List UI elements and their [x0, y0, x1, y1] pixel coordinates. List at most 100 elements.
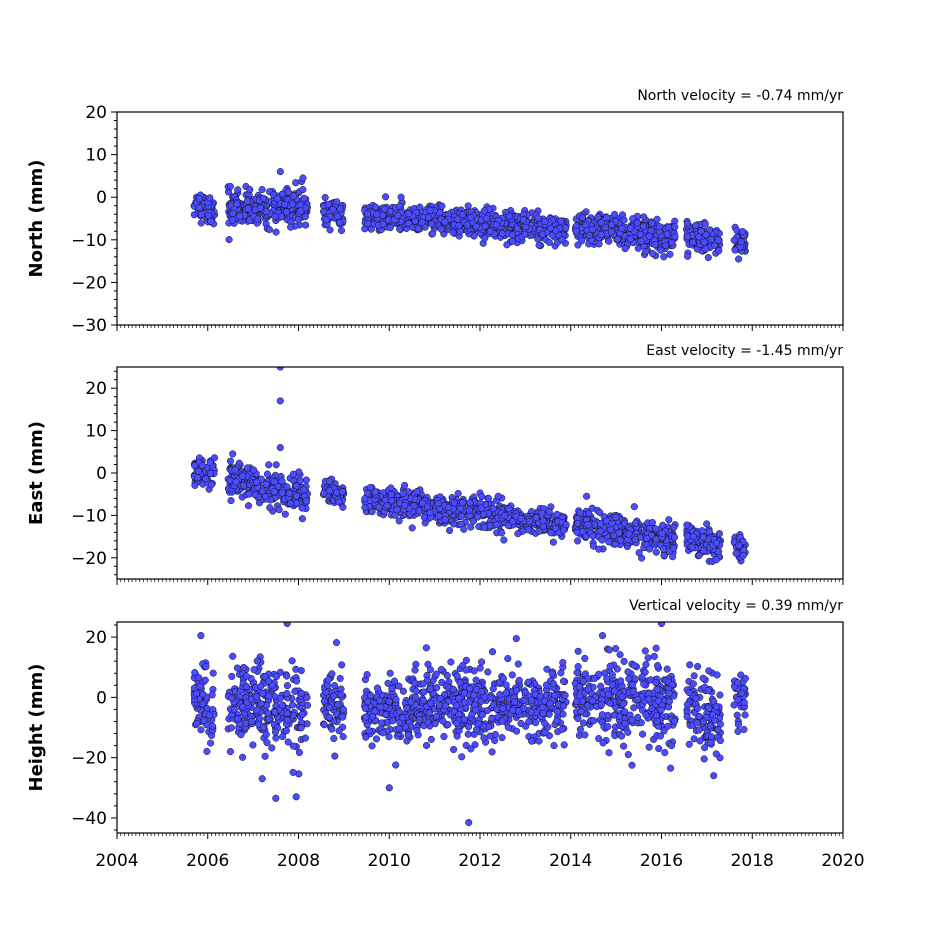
data-point [262, 480, 270, 488]
data-point [608, 221, 616, 229]
data-point [589, 542, 597, 550]
data-point [249, 466, 258, 474]
data-point [534, 214, 542, 222]
data-point [396, 225, 404, 233]
data-point [603, 675, 611, 683]
data-point [626, 224, 634, 232]
data-point [620, 742, 628, 750]
data-point [263, 470, 271, 478]
data-point [595, 240, 603, 248]
data-point [574, 241, 582, 249]
data-point [574, 537, 582, 545]
data-point [302, 476, 310, 484]
data-point [614, 235, 622, 243]
data-point [699, 533, 707, 541]
data-point [579, 719, 588, 727]
data-point [392, 761, 400, 769]
data-point [438, 678, 446, 686]
data-point [320, 697, 328, 705]
data-point [328, 670, 336, 678]
data-point [604, 691, 613, 699]
data-point [268, 744, 276, 752]
y-tick-label: 10 [85, 146, 107, 166]
data-point [575, 683, 583, 691]
data-point [206, 470, 215, 478]
data-point [449, 229, 457, 237]
data-point [595, 545, 603, 553]
data-point [403, 704, 411, 712]
data-point [547, 529, 555, 537]
data-point [467, 745, 475, 753]
data-point [455, 694, 463, 703]
data-point [292, 665, 300, 673]
data-point [498, 529, 506, 537]
data-point [302, 497, 310, 505]
data-point [478, 658, 486, 666]
data-point [597, 701, 606, 709]
data-point [278, 489, 286, 497]
data-point [419, 680, 427, 688]
data-point [478, 493, 486, 501]
data-point [499, 674, 507, 683]
data-point [572, 227, 580, 235]
data-point [649, 250, 657, 258]
data-point [620, 657, 628, 665]
data-point [435, 701, 443, 709]
data-point [411, 666, 419, 674]
data-point [631, 535, 639, 543]
data-point [605, 646, 613, 654]
data-point [325, 703, 334, 712]
data-point [514, 530, 522, 538]
data-point [620, 216, 628, 224]
data-point [616, 651, 624, 659]
data-point [574, 714, 582, 723]
data-point [559, 658, 567, 667]
data-point [296, 201, 304, 209]
data-point [715, 530, 723, 538]
data-point [508, 671, 516, 679]
data-point [265, 715, 273, 723]
data-point [501, 512, 509, 520]
data-point [689, 532, 697, 541]
data-point [368, 508, 376, 516]
data-point [231, 466, 239, 474]
data-point [259, 689, 267, 698]
data-point [596, 508, 604, 516]
data-point [481, 222, 489, 230]
data-point [412, 660, 420, 668]
data-point [285, 489, 293, 497]
data-point [419, 697, 427, 705]
data-point [375, 503, 383, 511]
y-tick-label: 0 [96, 464, 107, 484]
data-point [513, 224, 521, 232]
data-point [460, 715, 468, 723]
data-point [671, 233, 679, 241]
data-point [335, 727, 343, 735]
data-point [385, 698, 393, 706]
data-point [470, 691, 478, 699]
data-point [657, 246, 665, 254]
data-point [399, 714, 407, 722]
data-point [637, 237, 645, 245]
data-point [658, 530, 666, 538]
data-point [611, 540, 619, 548]
data-point [210, 454, 219, 462]
data-point [336, 219, 344, 227]
data-point [539, 517, 547, 525]
data-point [538, 230, 547, 238]
y-tick-label: 20 [85, 103, 107, 123]
y-tick-label: 20 [85, 379, 107, 399]
data-point [393, 506, 401, 514]
data-point [605, 749, 613, 757]
data-point [337, 691, 345, 699]
data-point [437, 665, 445, 674]
velocity-label: North velocity = -0.74 mm/yr [637, 88, 843, 104]
data-point [425, 214, 433, 222]
data-point [377, 719, 386, 727]
data-point [621, 708, 629, 716]
data-point [200, 716, 208, 724]
data-point [458, 512, 466, 520]
data-point [508, 237, 517, 245]
data-point [382, 711, 390, 719]
data-point [685, 740, 693, 748]
